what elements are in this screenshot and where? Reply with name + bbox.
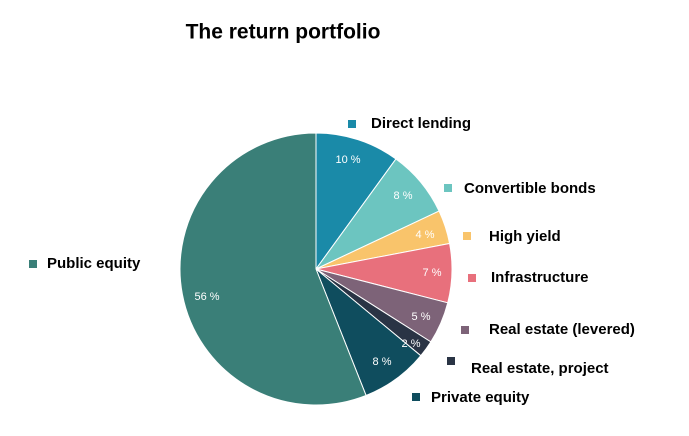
value-label: 7 %	[423, 267, 442, 279]
value-label: 2 %	[402, 338, 421, 350]
legend-marker	[447, 357, 455, 365]
legend-label: Real estate, project	[471, 360, 609, 377]
value-label: 4 %	[416, 229, 435, 241]
legend-marker	[461, 326, 469, 334]
legend-label: Public equity	[47, 255, 141, 272]
value-label: 5 %	[412, 311, 431, 323]
pie-slice	[315, 132, 397, 271]
legend-marker	[412, 393, 420, 401]
legend-label: Private equity	[431, 389, 530, 406]
legend-label: Infrastructure	[491, 269, 589, 286]
value-label: 8 %	[394, 190, 413, 202]
value-label: 10 %	[335, 154, 360, 166]
legend-label: Direct lending	[371, 115, 471, 132]
legend-label: Convertible bonds	[464, 180, 596, 197]
legend-label: High yield	[489, 228, 561, 245]
legend-marker	[468, 274, 476, 282]
legend-label: Real estate (levered)	[489, 321, 635, 338]
legend-marker	[348, 120, 356, 128]
value-label: 8 %	[373, 356, 392, 368]
value-label: 56 %	[194, 291, 219, 303]
chart-title: The return portfolio	[186, 21, 381, 44]
legend-marker	[463, 232, 471, 240]
pie-slice	[179, 132, 367, 406]
legend-marker	[444, 184, 452, 192]
legend-marker	[29, 260, 37, 268]
